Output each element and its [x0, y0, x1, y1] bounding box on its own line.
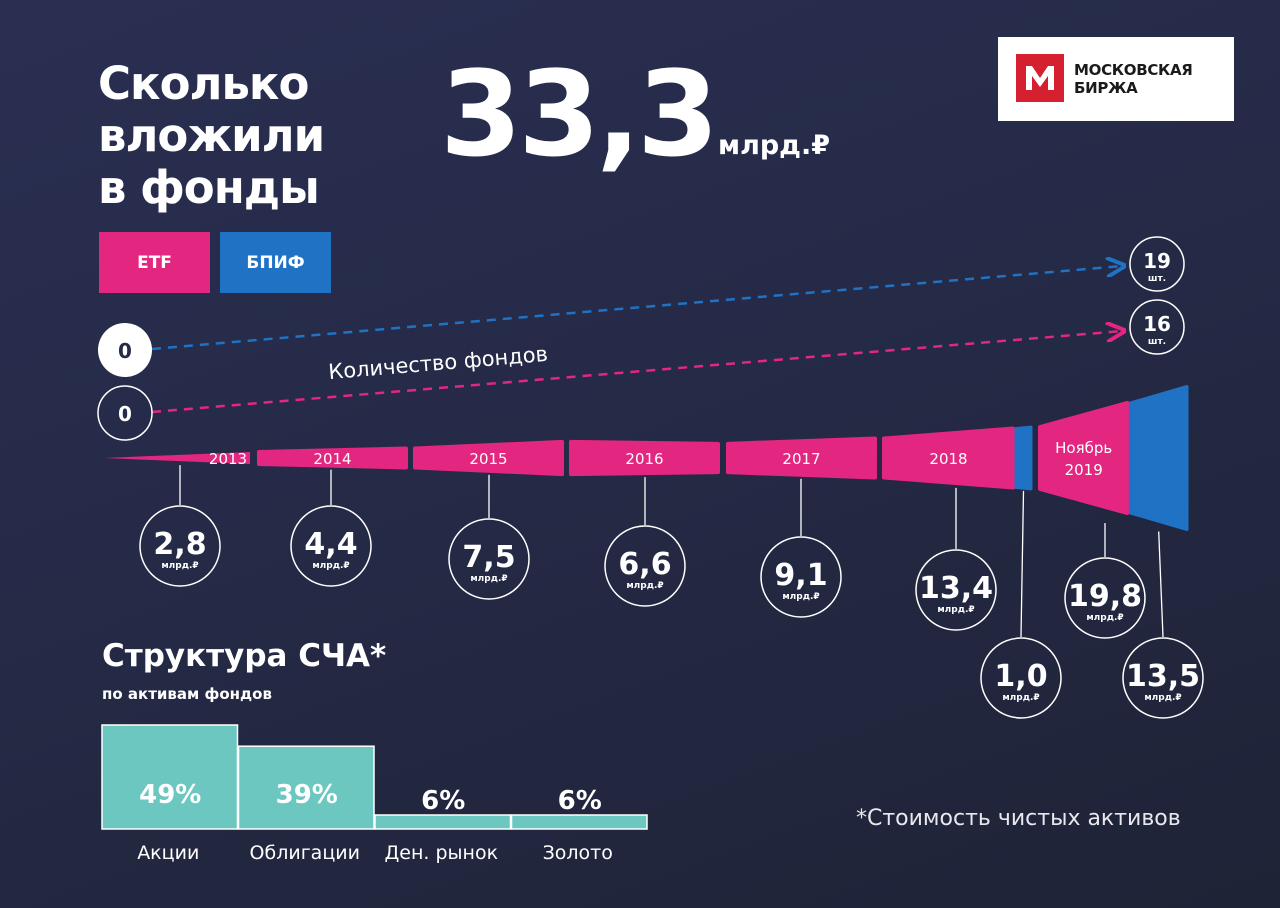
title-line: в фонды [98, 161, 320, 214]
bpif-value-label: 1,0 [994, 659, 1047, 694]
structure-value: 6% [421, 786, 465, 816]
logo-wordmark: МОСКОВСКАЯ БИРЖА [1074, 61, 1193, 97]
bpif-count-unit: шт. [1148, 274, 1166, 284]
etf-count-end-label: 16 [1143, 312, 1171, 336]
logo-line: БИРЖА [1074, 79, 1138, 97]
bpif-bar [1014, 425, 1033, 491]
value-unit: млрд.₽ [1002, 693, 1039, 703]
etf-bar [413, 439, 564, 477]
etf-bar [569, 439, 720, 477]
etf-value-label: 7,5 [462, 540, 515, 575]
etf-value-label: 9,1 [774, 558, 827, 593]
year-label: 2018 [929, 450, 967, 468]
structure-title: Структура СЧА* [102, 638, 387, 674]
logo-line: МОСКОВСКАЯ [1074, 61, 1193, 79]
etf-value-circle [448, 518, 530, 600]
structure-bar [510, 814, 648, 830]
etf-bar [257, 446, 408, 470]
value-unit: млрд.₽ [626, 581, 663, 591]
legend-bpif: БПИФ [220, 232, 331, 293]
year-label: 2013 [209, 450, 247, 468]
bpif-bar [1128, 385, 1189, 531]
value-unit: млрд.₽ [470, 574, 507, 584]
bpif-count-end-label: 19 [1143, 249, 1171, 273]
moex-logo-icon [1016, 54, 1064, 102]
value-connector [1020, 490, 1025, 638]
structure-category: Золото [543, 842, 613, 864]
etf-count-arrow [151, 331, 1122, 414]
structure-value: 49% [139, 780, 201, 810]
value-unit: млрд.₽ [782, 592, 819, 602]
bpif-count-start: 0 [98, 323, 152, 377]
etf-bar [882, 426, 1015, 490]
value-unit: млрд.₽ [161, 561, 198, 571]
value-connector [1158, 531, 1164, 638]
year-label: 2017 [782, 450, 820, 468]
bpif-value-circle [1122, 637, 1204, 719]
total-unit: млрд.₽ [718, 130, 831, 161]
etf-value-label: 2,8 [153, 527, 206, 562]
etf-count-unit: шт. [1148, 337, 1166, 347]
structure-category: Облигации [250, 842, 360, 864]
year-label: 2014 [313, 450, 351, 468]
structure-category: Акции [137, 842, 199, 864]
legend-etf: ETF [99, 232, 210, 293]
structure-category: Ден. рынок [384, 842, 498, 864]
etf-bar [104, 451, 250, 465]
value-unit: млрд.₽ [937, 605, 974, 615]
structure-bar [374, 814, 512, 830]
structure-value: 6% [558, 786, 602, 816]
etf-value-label: 4,4 [304, 527, 357, 562]
etf-value-circle [915, 549, 997, 631]
year-label: 2015 [469, 450, 507, 468]
etf-value-label: 13,4 [919, 571, 993, 606]
bpif-value-label: 13,5 [1126, 659, 1200, 694]
year-label: 2016 [625, 450, 663, 468]
etf-bar [726, 436, 877, 480]
structure-subtitle: по активам фондов [102, 685, 272, 703]
etf-count-start: 0 [97, 385, 153, 441]
etf-value-circle [139, 505, 221, 587]
value-unit: млрд.₽ [1086, 613, 1123, 623]
value-unit: млрд.₽ [1144, 693, 1181, 703]
fund-count-label: Количество фондов [327, 342, 548, 384]
structure-value: 39% [276, 780, 338, 810]
title-line: Сколько [98, 57, 309, 110]
bpif-value-circle [980, 637, 1062, 719]
bpif-count-start-label: 0 [118, 339, 132, 363]
etf-bar [1038, 400, 1130, 516]
title-line: вложили [98, 109, 325, 162]
etf-count-end: 16 шт. [1129, 299, 1185, 355]
structure-bar [101, 724, 239, 830]
etf-value-circle [290, 505, 372, 587]
etf-value-label: 19,8 [1068, 579, 1142, 614]
year-label: 2019 [1065, 461, 1103, 479]
footnote: *Стоимость чистых активов [856, 806, 1181, 831]
structure-bar [237, 745, 375, 830]
etf-value-label: 6,6 [618, 547, 671, 582]
etf-count-start-label: 0 [118, 402, 132, 426]
total-value: 33,3 [440, 45, 719, 183]
moex-logo: МОСКОВСКАЯ БИРЖА [998, 37, 1234, 121]
bpif-count-arrow [151, 266, 1122, 351]
value-unit: млрд.₽ [312, 561, 349, 571]
year-label: Ноябрь [1055, 439, 1112, 457]
etf-value-circle [760, 536, 842, 618]
page-title: Сколько вложили в фонды [98, 58, 428, 214]
etf-value-circle [1064, 557, 1146, 639]
etf-value-circle [604, 525, 686, 607]
bpif-count-end: 19 шт. [1129, 236, 1185, 292]
